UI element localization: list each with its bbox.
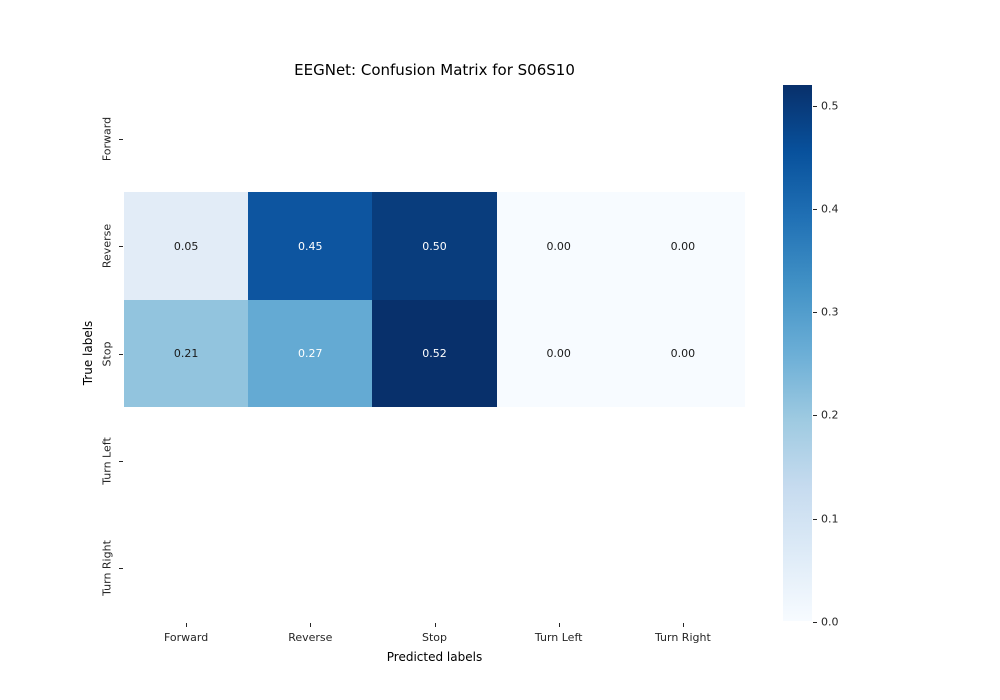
y-tick-label: Turn Left bbox=[100, 437, 114, 485]
heatmap-cell: 0.45 bbox=[248, 192, 373, 300]
cell-annotation: 0.21 bbox=[173, 346, 199, 360]
colorbar-tick-mark bbox=[813, 312, 817, 314]
chart-title: EEGNet: Confusion Matrix for S06S10 bbox=[294, 61, 575, 79]
x-tick-label: Reverse bbox=[288, 631, 333, 644]
colorbar-tick-mark bbox=[813, 622, 817, 623]
cell-annotation: 0.00 bbox=[546, 239, 571, 253]
x-tick-mark bbox=[186, 623, 188, 627]
colorbar-tick-label: 0.0 bbox=[821, 615, 839, 629]
y-tick-mark bbox=[119, 353, 123, 355]
cell-annotation: 0.27 bbox=[298, 346, 323, 360]
y-tick-label: Turn Right bbox=[100, 540, 114, 597]
x-tick-mark bbox=[434, 623, 436, 627]
cell-annotation: 0.45 bbox=[298, 239, 323, 253]
y-tick-mark bbox=[119, 460, 123, 462]
heatmap-cell: 0.52 bbox=[372, 299, 497, 408]
x-tick-mark bbox=[682, 623, 684, 627]
x-tick-mark bbox=[558, 623, 560, 627]
heatmap-cell: 0.00 bbox=[620, 299, 745, 408]
colorbar-tick-label: 0.5 bbox=[821, 99, 839, 113]
colorbar bbox=[783, 85, 812, 621]
x-axis-title: Predicted labels bbox=[386, 650, 483, 664]
colorbar-tick-label: 0.3 bbox=[821, 305, 839, 319]
cell-annotation: 0.00 bbox=[670, 346, 696, 360]
cell-annotation: 0.00 bbox=[670, 239, 696, 253]
colorbar-tick-label: 0.2 bbox=[821, 408, 839, 422]
y-tick-label: Stop bbox=[100, 340, 114, 367]
x-tick-label: Turn Right bbox=[654, 631, 711, 644]
colorbar-tick-label: 0.4 bbox=[821, 202, 839, 216]
colorbar-tick-mark bbox=[813, 208, 817, 210]
y-tick-mark bbox=[119, 138, 123, 140]
heatmap-cell: 0.05 bbox=[124, 192, 249, 300]
heatmap-cell: 0.21 bbox=[124, 299, 249, 408]
y-tick-mark bbox=[119, 246, 123, 248]
colorbar-tick-mark bbox=[813, 105, 817, 107]
y-tick-label: Reverse bbox=[100, 223, 114, 269]
heatmap-cell: 0.00 bbox=[620, 192, 745, 300]
colorbar-tick-mark bbox=[813, 518, 817, 520]
colorbar-tick-mark bbox=[813, 415, 817, 417]
y-tick-label: Forward bbox=[100, 116, 114, 161]
heatmap-cell: 0.50 bbox=[372, 192, 497, 300]
heatmap-cell: 0.27 bbox=[248, 299, 373, 408]
cell-annotation: 0.05 bbox=[173, 239, 199, 253]
heatmap-cell: 0.00 bbox=[496, 299, 621, 408]
y-axis-title: True labels bbox=[81, 320, 95, 386]
x-tick-label: Stop bbox=[421, 631, 448, 644]
cell-annotation: 0.52 bbox=[422, 346, 447, 360]
y-tick-mark bbox=[119, 568, 123, 570]
cell-annotation: 0.00 bbox=[546, 346, 571, 360]
heatmap-cell: 0.00 bbox=[496, 192, 621, 300]
cell-annotation: 0.50 bbox=[422, 239, 447, 253]
x-tick-label: Turn Left bbox=[534, 631, 583, 644]
x-tick-label: Forward bbox=[163, 631, 209, 644]
colorbar-tick-label: 0.1 bbox=[821, 512, 839, 526]
heatmap: 0.05 0.45 0.50 0.00 0.00 0.21 0.27 0.52 0.00 0.00 bbox=[124, 85, 745, 622]
x-tick-mark bbox=[310, 623, 312, 627]
